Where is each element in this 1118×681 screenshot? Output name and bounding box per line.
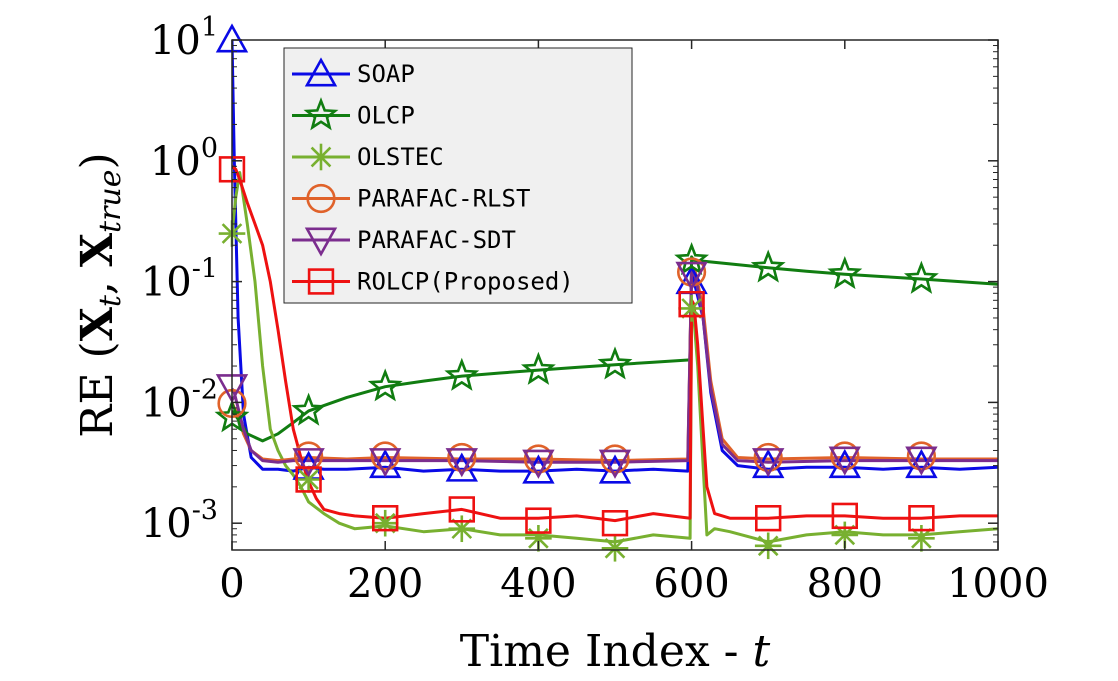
legend-entry-4: PARAFAC-SDT [292,226,516,257]
series-5-point-3 [448,496,475,523]
series-4-point-5 [598,449,632,479]
legend-label-4: PARAFAC-SDT [357,226,516,254]
series-2-point-3 [448,515,476,543]
series-0-point-9 [905,448,938,479]
x-tick-label-1: 200 [347,561,423,607]
series-1-point-1 [291,392,327,426]
series-1-point-9 [903,260,939,294]
series-3-point-7 [753,442,783,473]
legend-marker-4 [304,227,338,257]
series-line-4 [232,270,998,464]
y-axis-label-sub2: true [93,169,128,232]
series-0-point-8 [828,448,862,479]
series-4-point-8 [828,446,862,476]
series-1-point-4 [520,351,556,385]
series-1-point-2 [367,368,403,402]
legend-marker-2 [307,143,335,171]
legend-label-0: SOAP [357,60,415,88]
legend-marker-5 [307,268,335,295]
legend-entry-1: OLCP [292,97,415,131]
series-1-point-5 [597,346,633,380]
series-5-point-5 [601,510,629,537]
x-tick-label-2: 400 [500,561,576,607]
legend-entry-5: ROLCP(Proposed) [292,268,574,296]
series-3-point-6 [676,257,707,287]
y-axis-label-x2: X [72,232,123,267]
series-4-point-9 [905,446,938,476]
series-4-point-7 [751,448,785,478]
legend-marker-1 [303,97,339,131]
series-5-point-9 [908,505,935,532]
plot-frame [231,39,999,551]
series-3-point-9 [906,441,937,471]
x-axis: 0 200 400 600 800 1000 [219,40,1049,607]
legend-entry-3: PARAFAC-RLST [292,183,530,214]
legend-entry-0: SOAP [292,57,415,88]
legend-entry-2: OLSTEC [292,143,444,171]
legend-marker-3 [306,183,336,214]
x-axis-label-prefix: Time Index - [460,626,753,677]
legend: SOAP OLCP OLSTEC PARAFAC-RLST PARAFAC-SDT ROL… [283,47,633,304]
y-axis: 10-3 10-2 10-1 100 101 [141,12,998,551]
series-3-point-4 [523,444,554,474]
y-tick-label-2: 10-1 [141,254,218,306]
series-line-0 [232,40,998,473]
x-tick-label-4: 800 [807,561,883,607]
series-4-point-2 [368,448,402,478]
series-1-point-3 [444,357,480,391]
x-axis-label-var: t [753,626,771,677]
x-axis-label: Time Index - t [460,626,771,677]
y-tick-label-1: 10-2 [141,374,218,426]
series-2-point-1 [295,466,322,493]
y-tick-label-3: 100 [150,133,218,185]
series-3-point-1 [294,441,324,471]
legend-label-1: OLCP [357,102,415,130]
series-3-point-5 [600,444,630,474]
legend-label-5: ROLCP(Proposed) [357,268,574,296]
x-tick-label-5: 1000 [947,561,1049,607]
series-4-point-1 [292,448,325,478]
y-axis-label-sub1: t [93,294,128,307]
series-5-point-4 [525,507,552,534]
series-line-1 [232,255,998,443]
series-1-point-8 [827,255,863,290]
y-tick-label-4: 101 [150,12,218,64]
x-tick-label-0: 0 [219,561,244,607]
x-tick-label-3: 600 [653,561,729,607]
y-tick-label-0: 10-3 [141,495,218,547]
series-3-point-3 [447,442,477,473]
y-axis-label: RE (Xt, Xtrue) [72,152,128,437]
series-5-point-6 [678,291,705,318]
legend-box [283,47,633,304]
marker-layer [214,23,939,562]
legend-marker-0 [304,57,338,87]
y-axis-label-suffix: ) [72,152,123,169]
legend-label-2: OLSTEC [357,143,444,171]
series-5-point-2 [371,505,399,532]
series-1-point-6 [674,241,710,276]
series-2-point-7 [754,532,782,560]
y-axis-label-prefix: RE ( [72,341,123,437]
series-2-point-2 [371,509,399,537]
series-4-point-3 [445,448,479,478]
series-4-point-4 [522,449,555,479]
series-1-point-7 [750,249,786,283]
legend-entries: SOAP OLCP OLSTEC PARAFAC-RLST PARAFAC-SDT ROL… [292,57,574,296]
y-axis-label-sep: , [72,267,123,295]
y-axis-label-x1: X [72,306,123,341]
series-2-point-6 [678,295,705,322]
legend-label-3: PARAFAC-RLST [357,185,530,213]
series-5-point-8 [831,502,859,530]
series-3-point-8 [830,441,860,471]
series-5-point-7 [754,505,782,532]
series-4-point-6 [675,261,708,291]
series-5-point-1 [295,466,322,493]
series-2-point-5 [601,534,629,562]
series-3-point-2 [370,441,400,471]
